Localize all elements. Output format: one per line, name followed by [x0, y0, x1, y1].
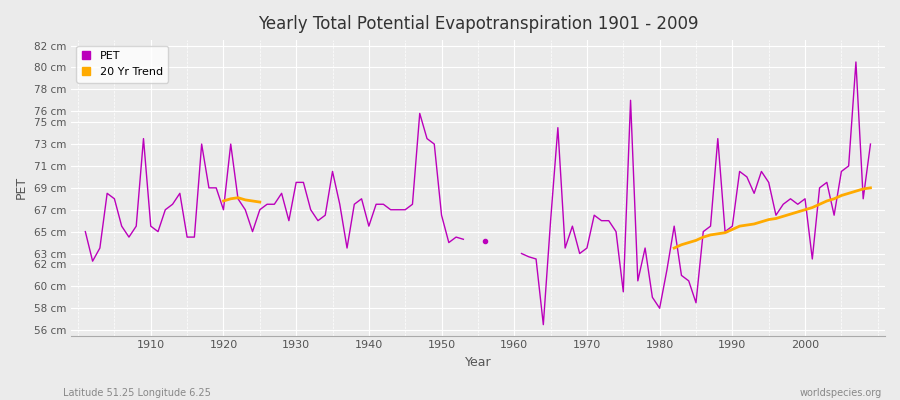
Y-axis label: PET: PET [15, 176, 28, 200]
Legend: PET, 20 Yr Trend: PET, 20 Yr Trend [76, 46, 168, 82]
Text: worldspecies.org: worldspecies.org [800, 388, 882, 398]
Title: Yearly Total Potential Evapotranspiration 1901 - 2009: Yearly Total Potential Evapotranspiratio… [257, 15, 698, 33]
X-axis label: Year: Year [464, 356, 491, 369]
Text: Latitude 51.25 Longitude 6.25: Latitude 51.25 Longitude 6.25 [63, 388, 211, 398]
